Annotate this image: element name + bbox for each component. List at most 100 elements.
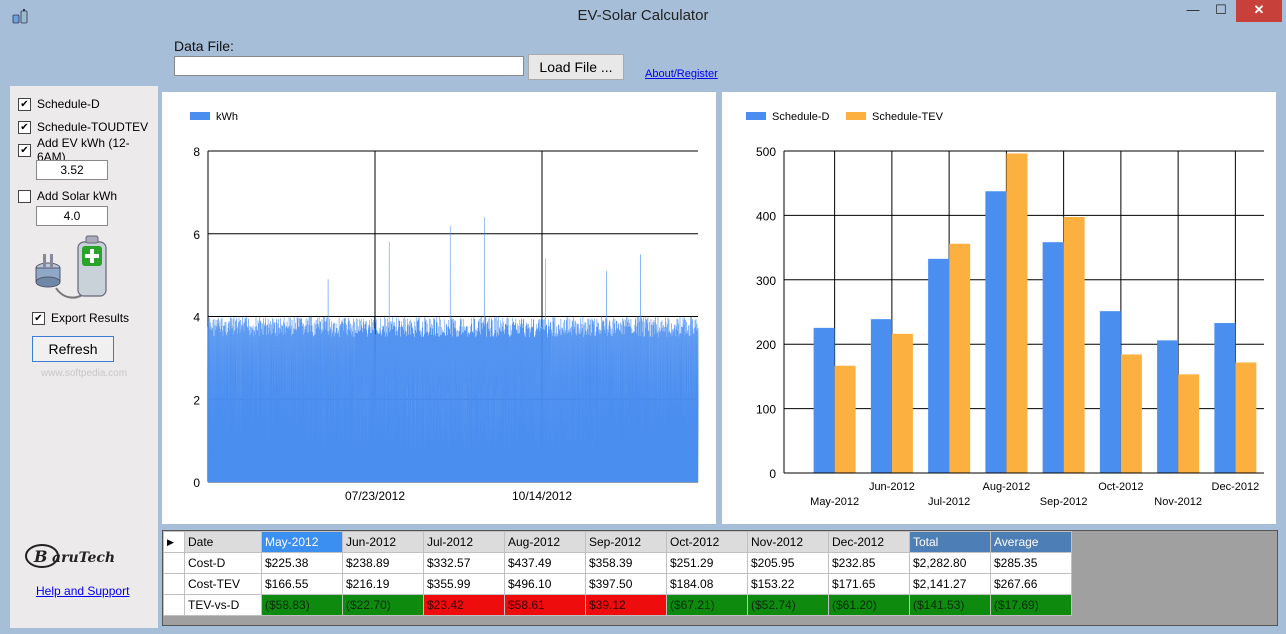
table-cell[interactable]: $355.99 bbox=[423, 573, 505, 595]
barutech-logo: B aruTech bbox=[25, 544, 115, 568]
table-cell[interactable]: $216.19 bbox=[342, 573, 424, 595]
data-file-label: Data File: bbox=[174, 38, 234, 54]
checkbox-label: Add Solar kWh bbox=[37, 189, 118, 203]
column-header[interactable]: Sep-2012 bbox=[585, 531, 667, 553]
column-header[interactable]: Dec-2012 bbox=[828, 531, 910, 553]
table-cell[interactable]: ($61.20) bbox=[828, 594, 910, 616]
table-cell[interactable]: $496.10 bbox=[504, 573, 586, 595]
table-cell[interactable]: ($52.74) bbox=[747, 594, 829, 616]
bar bbox=[1120, 354, 1142, 473]
checkbox-box[interactable]: ✔ bbox=[32, 311, 45, 325]
checkbox-label: Export Results bbox=[51, 311, 130, 325]
table-cell[interactable]: $225.38 bbox=[261, 552, 343, 574]
table-cell[interactable]: $251.29 bbox=[666, 552, 748, 574]
column-header[interactable]: Nov-2012 bbox=[747, 531, 829, 553]
load-file-button[interactable]: Load File ... bbox=[528, 54, 624, 80]
kwh-chart: kWh 0 2 4 6 8 07/23/2012 10/14/2012 bbox=[190, 111, 699, 503]
add-solar-checkbox[interactable]: Add Solar kWh bbox=[18, 188, 117, 204]
row-label[interactable]: Cost-TEV bbox=[184, 573, 262, 595]
cost-chart-panel: Schedule-D Schedule-TEV 0 100 200 300 400 500 Ma… bbox=[722, 92, 1276, 524]
table-cell[interactable]: $437.49 bbox=[504, 552, 586, 574]
top-bar: Data File: Load File ... About/Register bbox=[10, 32, 1278, 86]
column-header[interactable]: Average bbox=[990, 531, 1072, 553]
row-label[interactable]: TEV-vs-D bbox=[184, 594, 262, 616]
table-cell[interactable]: $205.95 bbox=[747, 552, 829, 574]
refresh-button[interactable]: Refresh bbox=[32, 336, 114, 362]
table-cell[interactable]: $58.61 bbox=[504, 594, 586, 616]
table-cell[interactable]: $397.50 bbox=[585, 573, 667, 595]
bar bbox=[891, 333, 913, 473]
table-cell[interactable]: ($67.21) bbox=[666, 594, 748, 616]
results-grid[interactable]: ▶ Date May-2012 Jun-2012 Jul-2012 Aug-2012 Sep… bbox=[162, 530, 1278, 626]
export-results-checkbox[interactable]: ✔ Export Results bbox=[32, 310, 129, 326]
table-cell[interactable]: $2,141.27 bbox=[909, 573, 991, 595]
bar bbox=[1006, 153, 1028, 473]
table-cell[interactable]: $238.89 bbox=[342, 552, 424, 574]
x-tick-label: May-2012 bbox=[810, 496, 859, 508]
table-cell[interactable]: $166.55 bbox=[261, 573, 343, 595]
y-tick-label: 300 bbox=[756, 274, 776, 288]
sidebar: ✔ Schedule-D ✔ Schedule-TOUDTEV ✔ Add EV… bbox=[10, 86, 158, 628]
table-cell[interactable]: ($58.83) bbox=[261, 594, 343, 616]
data-file-input[interactable] bbox=[174, 56, 524, 76]
column-header[interactable]: Oct-2012 bbox=[666, 531, 748, 553]
maximize-button[interactable]: ☐ bbox=[1215, 2, 1227, 17]
row-selector-arrow-icon[interactable]: ▶ bbox=[163, 531, 185, 553]
row-label[interactable]: Cost-D bbox=[184, 552, 262, 574]
x-tick-label: 07/23/2012 bbox=[345, 489, 405, 503]
legend-swatch bbox=[746, 112, 766, 120]
x-tick-label: Oct-2012 bbox=[1098, 481, 1143, 493]
table-cell[interactable]: $332.57 bbox=[423, 552, 505, 574]
table-row: Cost-TEV $166.55 $216.19 $355.99 $496.10 $397… bbox=[163, 573, 1072, 595]
table-cell[interactable]: $171.65 bbox=[828, 573, 910, 595]
results-table: ▶ Date May-2012 Jun-2012 Jul-2012 Aug-2012 Sep… bbox=[163, 531, 1072, 616]
table-cell[interactable]: $39.12 bbox=[585, 594, 667, 616]
column-header[interactable]: Total bbox=[909, 531, 991, 553]
help-support-link[interactable]: Help and Support bbox=[36, 584, 130, 598]
checkbox-box[interactable] bbox=[18, 189, 31, 203]
checkbox-box[interactable]: ✔ bbox=[18, 97, 31, 111]
add-ev-checkbox[interactable]: ✔ Add EV kWh (12-6AM) bbox=[18, 136, 158, 164]
svg-text:B: B bbox=[33, 547, 48, 566]
table-row: TEV-vs-D ($58.83) ($22.70) $23.42 $58.61 $39.… bbox=[163, 594, 1072, 616]
row-selector[interactable] bbox=[163, 573, 185, 595]
row-selector[interactable] bbox=[163, 552, 185, 574]
table-cell[interactable]: $267.66 bbox=[990, 573, 1072, 595]
legend-label: Schedule-D bbox=[772, 111, 830, 123]
table-cell[interactable]: ($22.70) bbox=[342, 594, 424, 616]
table-cell[interactable]: $232.85 bbox=[828, 552, 910, 574]
table-cell[interactable]: $2,282.80 bbox=[909, 552, 991, 574]
checkbox-box[interactable]: ✔ bbox=[18, 143, 31, 157]
table-cell[interactable]: $153.22 bbox=[747, 573, 829, 595]
table-cell[interactable]: $23.42 bbox=[423, 594, 505, 616]
solar-kwh-input[interactable]: 4.0 bbox=[36, 206, 108, 226]
row-selector[interactable] bbox=[163, 594, 185, 616]
app-icon bbox=[12, 9, 28, 24]
watermark-text: www.softpedia.com bbox=[40, 368, 128, 379]
legend-swatch bbox=[846, 112, 866, 120]
column-header[interactable]: Date bbox=[184, 531, 262, 553]
table-cell[interactable]: $285.35 bbox=[990, 552, 1072, 574]
minimize-button[interactable]: — bbox=[1186, 2, 1200, 17]
column-header[interactable]: Jul-2012 bbox=[423, 531, 505, 553]
table-cell[interactable]: ($141.53) bbox=[909, 594, 991, 616]
table-cell[interactable]: $358.39 bbox=[585, 552, 667, 574]
column-header[interactable]: May-2012 bbox=[261, 531, 343, 553]
cost-chart: Schedule-D Schedule-TEV 0 100 200 300 400 500 Ma… bbox=[746, 111, 1264, 508]
table-cell[interactable]: $184.08 bbox=[666, 573, 748, 595]
schedule-d-checkbox[interactable]: ✔ Schedule-D bbox=[18, 96, 100, 112]
close-button[interactable]: ✕ bbox=[1236, 0, 1282, 22]
column-header[interactable]: Aug-2012 bbox=[504, 531, 586, 553]
about-register-link[interactable]: About/Register bbox=[645, 68, 718, 80]
ev-kwh-input[interactable]: 3.52 bbox=[36, 160, 108, 180]
bar bbox=[1042, 242, 1064, 473]
bar bbox=[813, 327, 835, 473]
y-tick-label: 500 bbox=[756, 145, 776, 159]
x-tick-label: Jul-2012 bbox=[928, 496, 970, 508]
checkbox-box[interactable]: ✔ bbox=[18, 120, 31, 134]
x-tick-label: 10/14/2012 bbox=[512, 489, 572, 503]
table-cell[interactable]: ($17.69) bbox=[990, 594, 1072, 616]
schedule-toudtev-checkbox[interactable]: ✔ Schedule-TOUDTEV bbox=[18, 119, 148, 135]
column-header[interactable]: Jun-2012 bbox=[342, 531, 424, 553]
x-tick-label: Nov-2012 bbox=[1154, 496, 1202, 508]
